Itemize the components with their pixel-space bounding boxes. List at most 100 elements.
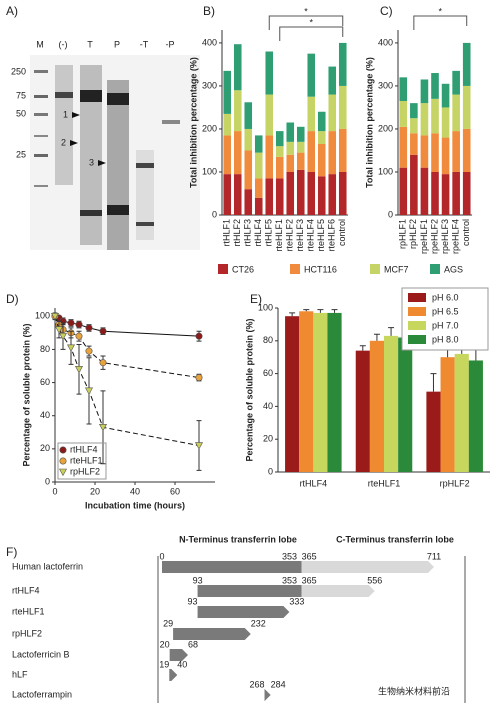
bar [327, 312, 342, 472]
legend-marker [59, 457, 67, 465]
error-bar [317, 309, 324, 313]
legend-swatch [290, 264, 300, 274]
gel-band [55, 92, 73, 98]
bar-segment [317, 131, 326, 145]
significance-bracket [413, 15, 468, 30]
bar-segment [233, 174, 242, 215]
error-bar [331, 309, 338, 313]
legend-box [57, 442, 107, 480]
panel-label: A) [6, 4, 18, 18]
x-tick-label: rteHLF1 [368, 478, 401, 488]
data-point [67, 319, 75, 327]
bar-segment [328, 174, 337, 215]
gel-band [34, 154, 48, 157]
error-bar [359, 345, 366, 351]
data-point [98, 424, 108, 432]
y-tick-label: 0 [45, 476, 50, 486]
peptide-segment [169, 669, 178, 681]
data-point [195, 374, 203, 382]
bar-segment [275, 156, 284, 179]
data-point [75, 332, 83, 340]
position-label: 556 [367, 575, 382, 585]
x-tick-label: rtHLF4 [300, 478, 328, 488]
x-tick-label: control [461, 219, 471, 246]
bar-segment [223, 113, 232, 136]
protein-label: rpHLF2 [12, 628, 42, 638]
position-label: 353 [282, 575, 297, 585]
significance-label: * [439, 6, 443, 16]
bar [313, 312, 328, 472]
bar-segment [462, 128, 471, 172]
data-point [99, 359, 107, 367]
c-lobe-segment [301, 561, 434, 573]
protein-label: Human lactoferrin [12, 561, 83, 571]
bar-segment [296, 141, 305, 153]
y-tick-label: 60 [40, 377, 50, 387]
peptide-segment [264, 689, 271, 701]
bar-segment [317, 111, 326, 132]
peptide-segment [169, 649, 189, 661]
legend-swatch [218, 264, 228, 274]
position-label: 333 [289, 596, 304, 606]
legend-label: pH 6.5 [432, 306, 459, 316]
bar-segment [441, 174, 450, 215]
gel-arrow [98, 160, 106, 166]
x-tick-label: rpeHLF4 [451, 219, 461, 254]
y-axis-label: Total inhibition percentage (%) [364, 57, 374, 188]
position-label: 284 [271, 679, 286, 689]
x-tick-label: rteHLF4 [306, 219, 316, 252]
x-tick-label: rpHLF2 [440, 478, 470, 488]
bar-segment [223, 135, 232, 175]
bar-segment [410, 133, 418, 155]
gel-band [34, 185, 48, 187]
y-tick-label: 0 [388, 209, 393, 219]
position-label: 93 [193, 575, 203, 585]
bar-segment [328, 131, 337, 175]
position-label: 0 [159, 551, 164, 561]
bar-segment [462, 42, 471, 86]
legend-swatch [408, 307, 426, 316]
bar-segment [441, 137, 450, 175]
x-tick-label: rpeHLF1 [419, 219, 429, 254]
y-tick-label: 400 [378, 37, 393, 47]
bar-segment [452, 171, 460, 215]
data-point [75, 321, 83, 329]
bar-segment [254, 135, 263, 153]
peptide-segment [197, 606, 290, 618]
y-axis-label: Total inhibition percentage (%) [188, 57, 198, 188]
y-tick-label: 40 [40, 410, 50, 420]
bar-segment [399, 100, 408, 127]
legend-swatch [408, 293, 426, 302]
bar-segment [307, 171, 316, 215]
data-point [99, 327, 107, 335]
y-tick-label: 100 [202, 166, 217, 176]
bar-segment [338, 171, 347, 215]
bar-segment [265, 94, 274, 136]
bar-segment [441, 107, 450, 138]
x-tick-label: rpeHLF3 [440, 219, 450, 254]
bar [468, 360, 483, 472]
legend-label: CT26 [232, 264, 254, 274]
lobe-header: N-Terminus transferrin lobe [179, 534, 297, 544]
bar-segment [420, 79, 429, 104]
legend-swatch [430, 264, 440, 274]
bar-segment [307, 53, 316, 97]
gel-band [80, 210, 102, 216]
position-label: 40 [177, 659, 187, 669]
x-tick-label: rteHLF2 [285, 219, 295, 252]
gel-band [34, 70, 48, 73]
x-axis-label: Incubation time (hours) [85, 500, 185, 510]
x-tick-label: 40 [130, 486, 140, 496]
x-tick-label: rteHLF3 [295, 219, 305, 252]
series-line [54, 316, 200, 447]
x-tick-label: rtHLF1 [222, 219, 232, 247]
x-tick-label: rteHLF5 [316, 219, 326, 252]
error-bar [388, 327, 395, 336]
y-tick-label: 0 [212, 209, 217, 219]
legend-marker [59, 446, 67, 454]
lane-label: P [114, 39, 120, 49]
data-point [74, 366, 84, 374]
bar-segment [399, 77, 408, 101]
bar-segment [328, 94, 337, 132]
legend-label: pH 6.0 [432, 292, 459, 302]
